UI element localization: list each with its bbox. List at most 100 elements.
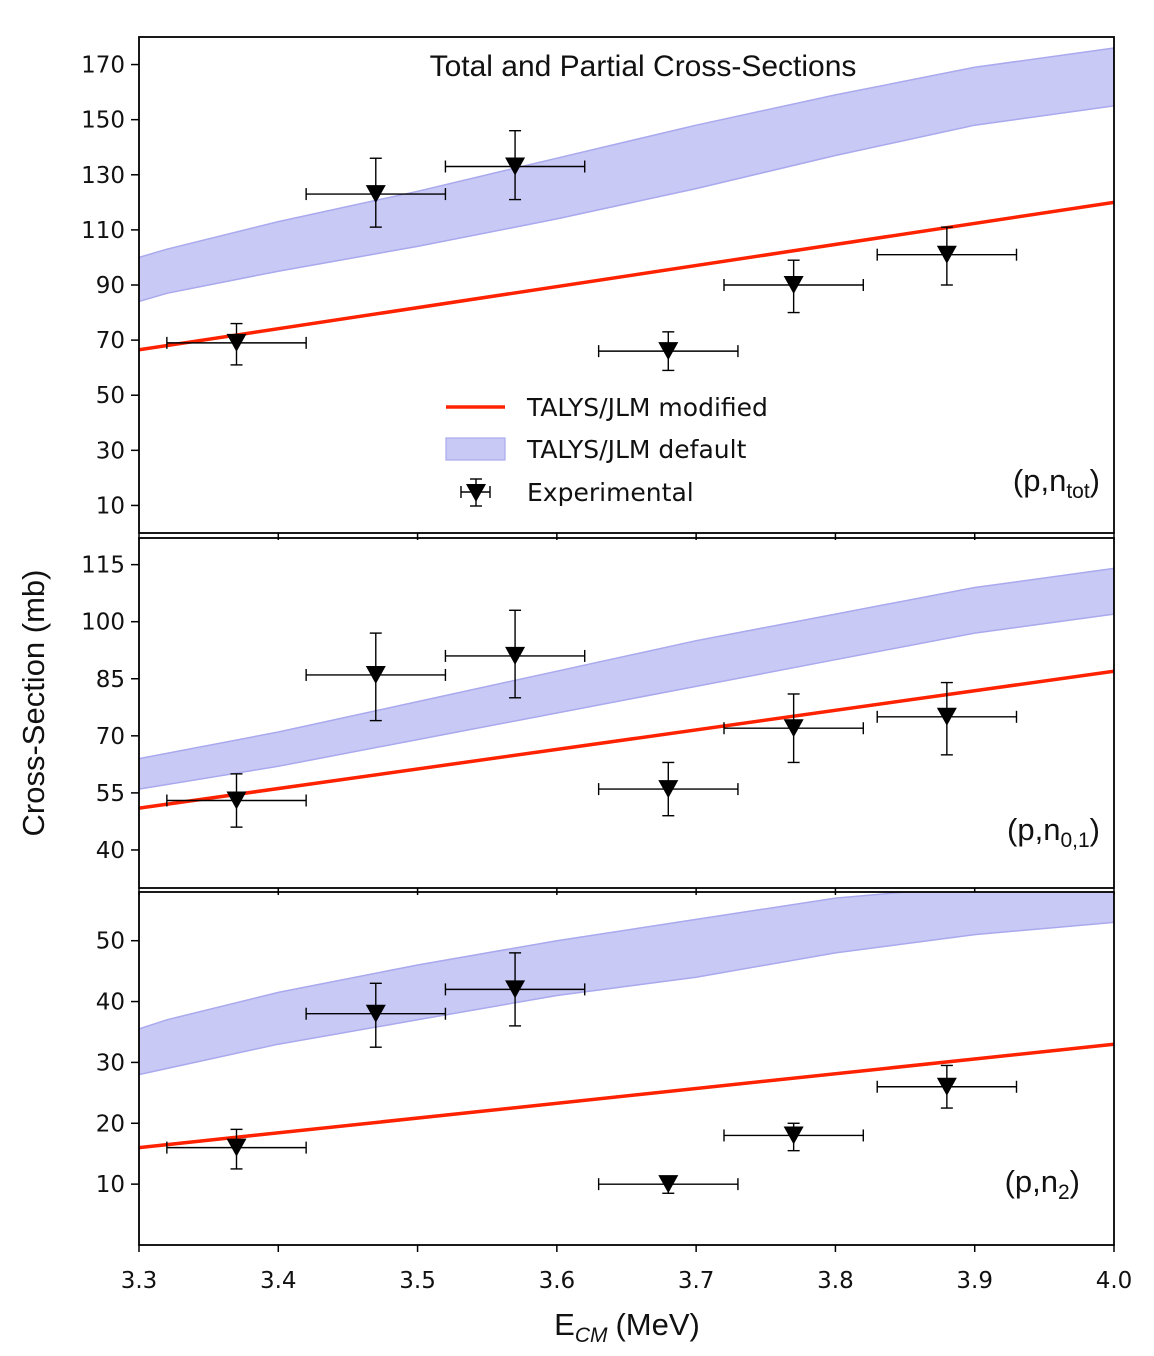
reaction-label-2: (p,n2) <box>1005 1164 1080 1204</box>
y-tick-label-total: 10 <box>96 493 125 519</box>
y-tick-label-total: 150 <box>81 108 125 134</box>
panel-n01-plot-area <box>139 567 1114 828</box>
data-point-total-6 <box>876 226 1018 286</box>
reaction-2-prefix: (p,n <box>1005 1164 1058 1199</box>
y-tick-label-n2: 50 <box>96 929 125 955</box>
x-tick-label: 3.5 <box>399 1268 436 1294</box>
y-tick-label-n01: 40 <box>96 838 125 864</box>
y-tick-label-n2: 30 <box>96 1050 125 1076</box>
marker-triangle-down <box>226 791 247 810</box>
panel-n01-frame <box>138 537 1115 889</box>
reaction-01-prefix: (p,n <box>1007 812 1060 847</box>
y-tick-label-total: 170 <box>81 53 125 79</box>
panel-total-plot-area <box>139 47 1114 372</box>
legend-default-label: TALYS/JLM default <box>526 435 747 464</box>
modified-line-n01 <box>139 669 1114 810</box>
y-tick-label-total: 90 <box>96 273 125 299</box>
y-tick-label-n01: 70 <box>96 724 125 750</box>
data-point-n2-3 <box>444 952 586 1027</box>
reaction-total-suffix: ) <box>1090 463 1100 498</box>
default-band-total <box>139 47 1114 303</box>
x-axis-label-main: E <box>554 1307 575 1342</box>
panel-n01: 40 55 70 85 100 115 <box>81 537 1115 895</box>
marker-triangle-down <box>783 719 804 738</box>
marker-triangle-down <box>365 1004 386 1023</box>
y-tick-label-n2: 10 <box>96 1172 125 1198</box>
data-point-n01-6 <box>876 681 1018 756</box>
reaction-label-01: (p,n0,1) <box>1007 812 1100 852</box>
x-tick-label: 3.7 <box>678 1268 715 1294</box>
marker-triangle-down <box>936 245 957 264</box>
data-point-n01-1 <box>166 773 307 828</box>
data-point-n2-1 <box>166 1128 307 1170</box>
y-tick-label-n01: 115 <box>81 553 125 579</box>
y-tick-label-total: 70 <box>96 328 125 354</box>
panel-n2-frame <box>138 891 1115 1246</box>
panel-n2: 10 20 30 40 50 3.3 3.4 3.5 3.6 3.7 3.8 3.9 4.0 <box>96 891 1133 1294</box>
data-point-total-5 <box>723 259 864 314</box>
reaction-total-prefix: (p,n <box>1013 463 1066 498</box>
y-tick-label-total: 110 <box>81 218 125 244</box>
x-axis-label-unit: (MeV) <box>615 1307 699 1342</box>
data-point-n2-4 <box>597 1175 739 1194</box>
marker-triangle-down <box>936 1077 957 1096</box>
marker-triangle-down <box>365 665 386 684</box>
data-point-total-1 <box>166 322 307 366</box>
data-point-n01-3 <box>444 609 586 699</box>
y-tick-label-total: 30 <box>96 438 125 464</box>
x-tick-label: 3.4 <box>260 1268 297 1294</box>
marker-triangle-down <box>936 707 957 726</box>
reaction-2-sub: 2 <box>1058 1181 1070 1204</box>
data-point-n01-5 <box>723 693 864 764</box>
data-point-n2-5 <box>723 1122 864 1152</box>
reaction-2-suffix: ) <box>1070 1164 1080 1199</box>
x-tick-label: 3.8 <box>817 1268 854 1294</box>
data-point-total-4 <box>597 331 739 372</box>
data-point-n01-2 <box>305 632 447 722</box>
default-band-n2 <box>139 892 1114 1076</box>
y-tick-label-n2: 40 <box>96 990 125 1016</box>
chart-title: Total and Partial Cross-Sections <box>430 50 857 83</box>
marker-triangle-down <box>658 342 679 361</box>
x-tick-label: 4.0 <box>1096 1268 1133 1294</box>
reaction-label-total: (p,ntot) <box>1013 463 1100 503</box>
x-axis-label-sub: CM <box>575 1324 608 1347</box>
data-point-n2-6 <box>876 1064 1018 1109</box>
marker-triangle-down <box>658 780 679 799</box>
marker-triangle-down <box>658 1175 679 1194</box>
x-tick-label: 3.6 <box>539 1268 576 1294</box>
y-tick-label-total: 50 <box>96 383 125 409</box>
panel-total: 10 30 50 70 90 110 130 150 170 <box>81 36 1115 540</box>
marker-triangle-down <box>783 276 804 294</box>
data-point-n2-2 <box>305 982 447 1048</box>
data-point-total-3 <box>444 129 586 201</box>
y-tick-label-n2: 20 <box>96 1111 125 1137</box>
y-tick-label-n01: 85 <box>96 667 125 693</box>
legend-experimental-marker <box>460 478 491 507</box>
data-point-total-2 <box>305 157 447 228</box>
marker-triangle-down <box>505 980 526 999</box>
legend-experimental-label: Experimental <box>527 478 694 507</box>
x-tick-label: 3.3 <box>121 1268 158 1294</box>
reaction-total-sub: tot <box>1066 480 1090 503</box>
reaction-01-suffix: ) <box>1090 812 1100 847</box>
default-band-n01 <box>139 567 1114 790</box>
data-point-n01-4 <box>597 761 739 817</box>
reaction-01-sub: 0,1 <box>1060 829 1089 852</box>
marker-triangle-down <box>505 646 526 665</box>
y-tick-label-n01: 55 <box>96 781 125 807</box>
x-axis-label: ECM (MeV) <box>554 1307 700 1347</box>
x-tick-label: 3.9 <box>956 1268 993 1294</box>
y-tick-label-n01: 100 <box>81 610 125 636</box>
legend-modified-label: TALYS/JLM modified <box>526 393 768 422</box>
marker-triangle-down <box>226 1138 247 1157</box>
marker-triangle-down <box>783 1126 804 1145</box>
marker-triangle-down <box>365 185 386 204</box>
legend-default-swatch <box>445 437 506 461</box>
y-axis-label: Cross-Section (mb) <box>16 570 51 837</box>
marker-triangle-down <box>226 333 247 352</box>
panel-n2-plot-area <box>139 892 1114 1194</box>
y-tick-label-total: 130 <box>81 163 125 189</box>
marker-triangle-down <box>505 157 526 176</box>
